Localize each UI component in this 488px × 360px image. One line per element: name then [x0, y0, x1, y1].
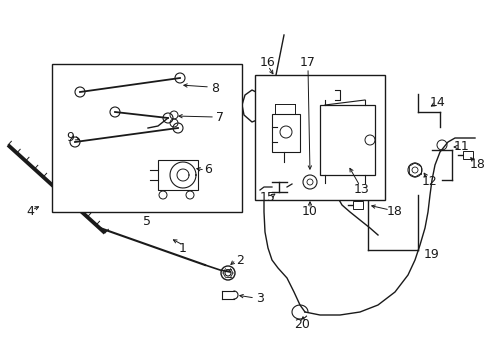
Text: 19: 19 — [423, 248, 439, 261]
Text: 9: 9 — [66, 131, 74, 144]
Bar — [352, 201, 362, 209]
Text: 11: 11 — [453, 140, 469, 153]
Text: 2: 2 — [236, 253, 244, 266]
Bar — [254, 75, 384, 200]
Text: 8: 8 — [210, 81, 219, 94]
Text: 4: 4 — [26, 206, 34, 219]
Text: 3: 3 — [256, 292, 264, 305]
Text: 20: 20 — [293, 319, 309, 332]
Text: 12: 12 — [421, 175, 437, 189]
Text: 6: 6 — [203, 163, 211, 176]
Bar — [271, 114, 299, 152]
Text: 18: 18 — [386, 206, 402, 219]
Text: 14: 14 — [429, 95, 445, 108]
Bar — [158, 160, 198, 190]
Text: 16: 16 — [260, 55, 275, 68]
Text: 15: 15 — [260, 192, 275, 204]
Text: 13: 13 — [353, 184, 369, 197]
Text: 5: 5 — [142, 216, 151, 229]
Bar — [462, 151, 472, 159]
Text: 1: 1 — [179, 242, 186, 255]
Text: 17: 17 — [300, 55, 315, 68]
Bar — [319, 105, 374, 175]
Text: 7: 7 — [216, 112, 224, 125]
Text: 10: 10 — [302, 206, 317, 219]
Bar — [52, 64, 242, 212]
Text: 18: 18 — [469, 158, 485, 171]
